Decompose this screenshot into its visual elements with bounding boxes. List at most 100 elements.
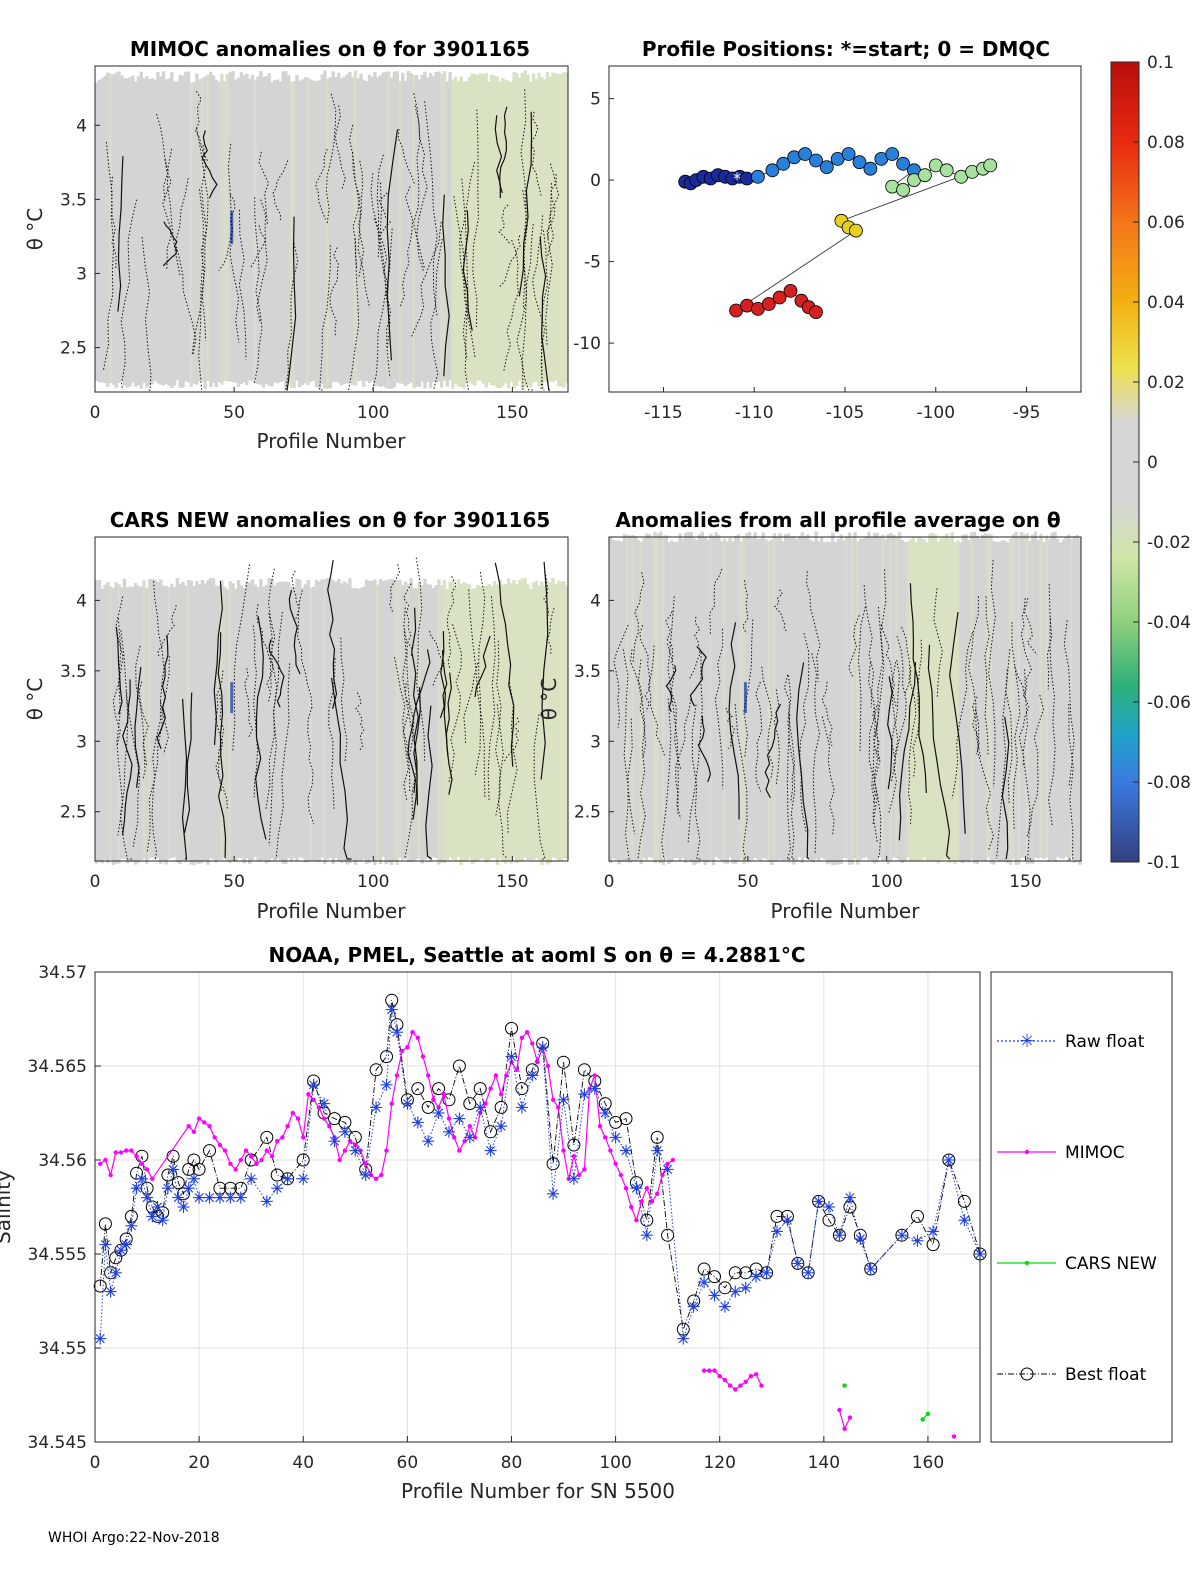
mimoc-field-column xyxy=(465,81,469,384)
avg-field-column xyxy=(733,535,738,864)
mimoc-point xyxy=(316,1105,322,1110)
asterisk-stroke xyxy=(845,1193,855,1203)
avg-field-column xyxy=(900,540,904,864)
mimoc-segment-2-point xyxy=(738,1383,743,1388)
mimoc-field-column xyxy=(481,73,486,384)
mimoc-point xyxy=(660,1172,665,1178)
raw-float-point xyxy=(484,1144,497,1157)
avg-field-column xyxy=(956,540,960,861)
cars-field-column xyxy=(448,581,452,858)
mimoc-field-column xyxy=(348,71,352,382)
cars-field-column xyxy=(473,588,477,863)
mimoc-field-column xyxy=(184,71,188,382)
cars-new-point xyxy=(842,1383,847,1388)
mimoc-field-column xyxy=(192,82,196,384)
avg-field-column xyxy=(747,531,752,862)
raw-float-point xyxy=(380,1078,393,1091)
cars-contour-line xyxy=(474,635,491,698)
asterisk-stroke xyxy=(506,1052,517,1062)
avg-field-column xyxy=(634,536,638,862)
mimoc-contour-line xyxy=(378,192,391,240)
avg-field-column xyxy=(867,531,871,860)
avg-contour-line xyxy=(1046,584,1053,690)
mimoc-point xyxy=(118,1150,124,1155)
avg-field-column xyxy=(969,532,974,860)
avg-field-column xyxy=(939,538,943,860)
cars-field-column xyxy=(270,578,274,859)
avg-field-column xyxy=(1044,535,1049,858)
avg-field-column xyxy=(803,537,807,858)
mimoc-field-column xyxy=(106,72,110,387)
asterisk-stroke xyxy=(350,1146,360,1156)
mimoc-field-column xyxy=(167,78,171,386)
avg-field-column xyxy=(897,532,902,861)
raw-float-point xyxy=(791,1257,804,1270)
mimoc-field-column xyxy=(476,75,480,381)
cars-field-column xyxy=(459,583,463,865)
mimoc-field-column xyxy=(420,74,424,382)
cars-contour-line xyxy=(494,562,515,767)
cars-contour-line xyxy=(547,607,555,656)
avg-field-column xyxy=(620,541,624,862)
mimoc-field-column xyxy=(445,81,449,387)
mimoc-point xyxy=(514,1067,519,1073)
mimoc-field-column xyxy=(392,71,397,388)
avg-field-column xyxy=(1061,539,1065,859)
cars-field-column xyxy=(517,579,522,861)
asterisk-stroke xyxy=(283,1174,293,1184)
cars-field-column xyxy=(159,579,163,864)
mimoc-field-column xyxy=(517,77,522,381)
cars-ticks: 0 50 100 150 2.5 3 3.5 4 xyxy=(60,591,529,892)
cars-field-column xyxy=(356,589,360,861)
raw-float-point xyxy=(677,1332,690,1345)
best-float-point xyxy=(505,1021,518,1035)
raw-float-point xyxy=(359,1169,372,1181)
mimoc-field-column xyxy=(186,71,191,383)
avg-contour-line xyxy=(848,615,860,679)
mimoc-point xyxy=(623,1186,629,1191)
mimoc-point xyxy=(545,1063,551,1069)
mimoc-field-column xyxy=(453,76,458,384)
raw-float-point xyxy=(547,1187,560,1200)
avg-field-column xyxy=(817,541,821,862)
mimoc-xtick-label: 150 xyxy=(496,403,528,423)
mimoc-contour-line xyxy=(494,115,503,199)
asterisk-stroke xyxy=(194,1193,204,1203)
position-point-central xyxy=(776,156,791,171)
mimoc-field-column xyxy=(415,75,419,387)
mimoc-ytick-label: 4 xyxy=(76,116,87,136)
raw-float-point xyxy=(843,1191,856,1204)
mimoc-point xyxy=(249,1154,254,1159)
mimoc-field-column xyxy=(367,74,372,383)
asterisk-stroke xyxy=(147,1211,157,1221)
avg-field-column xyxy=(1022,534,1027,858)
raw-float-point xyxy=(526,1069,539,1082)
mimoc-field-column xyxy=(267,73,271,386)
mimoc-field-column xyxy=(520,72,525,390)
cars-contours xyxy=(112,557,555,860)
raw-float-point xyxy=(781,1214,794,1227)
raw-float-point xyxy=(151,1201,164,1213)
cars-field-column xyxy=(537,585,541,861)
mimoc-field-column xyxy=(409,73,413,383)
mimoc-contour-line xyxy=(196,128,209,341)
avg-field-column xyxy=(767,540,771,862)
colorbar-ticks: 0.1 0.08 0.06 0.04 0.02 0 -0.02 -0.04 -0.06 -0.08… xyxy=(1133,53,1191,873)
cars-title: CARS NEW anomalies on θ for 3901165 xyxy=(110,508,551,532)
best-float-point xyxy=(697,1262,711,1276)
cars-field-column xyxy=(531,582,536,860)
avg-contour-line xyxy=(675,699,692,820)
colorbar-tick-label: 0.1 xyxy=(1147,53,1174,73)
avg-contour-line xyxy=(1022,669,1032,860)
mimoc-point xyxy=(488,1086,493,1091)
avg-field-column xyxy=(631,535,635,861)
mimoc-point xyxy=(452,1135,457,1140)
mimoc-contour-line xyxy=(258,151,270,226)
cars-field-column xyxy=(465,583,469,861)
cars-field-column xyxy=(504,584,508,864)
legend-best: Best float xyxy=(997,1365,1147,1385)
mimoc-contour-line xyxy=(518,111,533,297)
cars-field-column xyxy=(242,588,246,864)
mimoc-field-column xyxy=(345,74,349,384)
avg-axes-box xyxy=(608,536,1082,862)
